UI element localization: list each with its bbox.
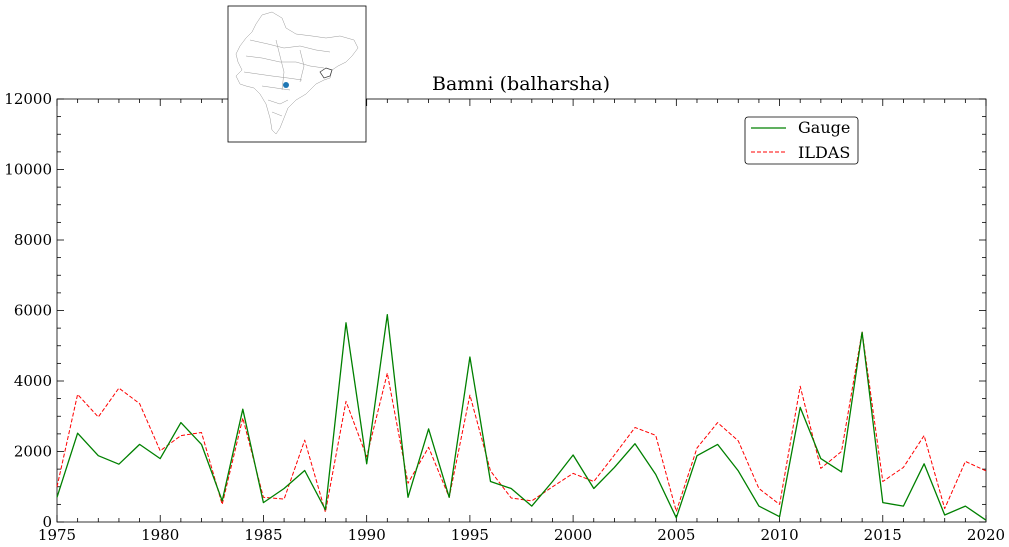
y-tick-label: 4000 <box>14 372 52 390</box>
legend-label-gauge: Gauge <box>798 118 850 137</box>
chart-title: Bamni (balharsha) <box>432 73 610 95</box>
y-tick-label: 2000 <box>14 443 52 461</box>
y-tick-label: 10000 <box>4 161 52 179</box>
x-tick-label: 2020 <box>967 526 1005 544</box>
series-layer <box>56 314 987 521</box>
y-axis: 0 2000 4000 6000 8000 10000 12000 <box>4 90 986 531</box>
x-tick-label: 1990 <box>348 526 386 544</box>
inset-map <box>227 5 367 143</box>
y-tick-label: 0 <box>42 513 52 531</box>
x-tick-label: 1995 <box>451 526 489 544</box>
region-outline <box>319 67 333 79</box>
series-line-ildas <box>56 331 987 513</box>
x-tick-label: 2005 <box>657 526 695 544</box>
x-tick-label: 1980 <box>141 526 179 544</box>
india-outline-icon <box>235 11 359 135</box>
x-tick-label: 1985 <box>244 526 282 544</box>
station-marker-icon <box>283 82 289 88</box>
x-axis: 1975 1980 1985 1990 1995 2000 2005 2010 2015 2020 <box>38 99 1005 544</box>
series-line-gauge <box>56 314 987 521</box>
legend-box <box>744 116 859 165</box>
y-tick-label: 12000 <box>4 90 52 108</box>
x-tick-label: 2000 <box>554 526 592 544</box>
x-tick-label: 1975 <box>38 526 76 544</box>
x-tick-label: 2015 <box>864 526 902 544</box>
x-tick-label: 2010 <box>760 526 798 544</box>
y-tick-label: 8000 <box>14 231 52 249</box>
y-tick-label: 6000 <box>14 302 52 320</box>
legend: Gauge ILDAS <box>744 116 859 165</box>
legend-label-ildas: ILDAS <box>798 143 850 162</box>
